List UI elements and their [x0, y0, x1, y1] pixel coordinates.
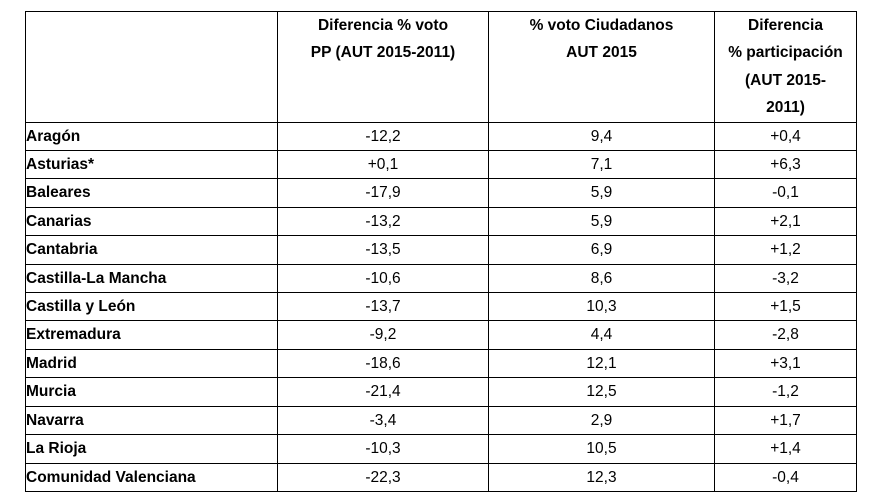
participation-difference-cell: -3,2 — [714, 263, 857, 294]
table-row: Navarra -3,4 2,9 +1,7 — [25, 405, 857, 436]
header-participation-difference: Diferencia % participación (AUT 2015- 2011) — [714, 11, 857, 123]
participation-difference-cell: -2,8 — [714, 320, 857, 350]
ciudadanos-vote-cell: 12,1 — [488, 348, 715, 379]
header-text-line: Diferencia — [748, 17, 823, 34]
region-cell: Navarra — [25, 405, 278, 436]
table-row: La Rioja -10,3 10,5 +1,4 — [25, 434, 857, 464]
header-text-line: % voto Ciudadanos — [529, 17, 674, 34]
ciudadanos-vote-cell: 12,3 — [488, 462, 715, 492]
region-cell: Murcia — [25, 377, 278, 407]
region-cell: Comunidad Valenciana — [25, 462, 278, 492]
pp-vote-difference-cell: -13,2 — [277, 206, 489, 237]
participation-difference-cell: -1,2 — [714, 377, 857, 407]
participation-difference-cell: +1,5 — [714, 292, 857, 322]
table-row: Canarias -13,2 5,9 +2,1 — [25, 206, 857, 237]
table-row: Castilla-La Mancha -10,6 8,6 -3,2 — [25, 263, 857, 294]
header-region — [25, 11, 278, 123]
participation-difference-cell: +2,1 — [714, 206, 857, 237]
pp-vote-difference-cell: -17,9 — [277, 178, 489, 208]
region-cell: Madrid — [25, 348, 278, 379]
header-ciudadanos-vote: % voto Ciudadanos AUT 2015 — [488, 11, 715, 123]
region-cell: Baleares — [25, 178, 278, 208]
participation-difference-cell: +1,7 — [714, 405, 857, 436]
region-cell: Aragón — [25, 121, 278, 152]
table-row: Murcia -21,4 12,5 -1,2 — [25, 377, 857, 407]
election-data-table: Diferencia % voto PP (AUT 2015-2011) % vot… — [25, 11, 857, 492]
table-row: Comunidad Valenciana -22,3 12,3 -0,4 — [25, 462, 857, 492]
table-body: Aragón -12,2 9,4 +0,4 Asturias* +0,1 7,1 +6,3 Ba… — [25, 121, 857, 492]
table-row: Castilla y León -13,7 10,3 +1,5 — [25, 292, 857, 322]
pp-vote-difference-cell: -10,6 — [277, 263, 489, 294]
table-row: Baleares -17,9 5,9 -0,1 — [25, 178, 857, 208]
ciudadanos-vote-cell: 5,9 — [488, 178, 715, 208]
region-cell: Asturias* — [25, 150, 278, 180]
region-cell: Cantabria — [25, 235, 278, 265]
table-row: Extremadura -9,2 4,4 -2,8 — [25, 320, 857, 350]
ciudadanos-vote-cell: 9,4 — [488, 121, 715, 152]
header-row: Diferencia % voto PP (AUT 2015-2011) % vot… — [25, 11, 857, 123]
region-cell: Castilla y León — [25, 292, 278, 322]
ciudadanos-vote-cell: 2,9 — [488, 405, 715, 436]
ciudadanos-vote-cell: 7,1 — [488, 150, 715, 180]
pp-vote-difference-cell: -9,2 — [277, 320, 489, 350]
participation-difference-cell: +0,4 — [714, 121, 857, 152]
region-cell: La Rioja — [25, 434, 278, 464]
table-row: Asturias* +0,1 7,1 +6,3 — [25, 150, 857, 180]
header-text-line: % participación — [728, 44, 843, 62]
pp-vote-difference-cell: -13,5 — [277, 235, 489, 265]
pp-vote-difference-cell: -12,2 — [277, 121, 489, 152]
participation-difference-cell: +1,2 — [714, 235, 857, 265]
participation-difference-cell: +6,3 — [714, 150, 857, 180]
header-text-line: PP (AUT 2015-2011) — [310, 44, 456, 62]
ciudadanos-vote-cell: 4,4 — [488, 320, 715, 350]
table-row: Aragón -12,2 9,4 +0,4 — [25, 121, 857, 152]
table-row: Madrid -18,6 12,1 +3,1 — [25, 348, 857, 379]
pp-vote-difference-cell: -13,7 — [277, 292, 489, 322]
participation-difference-cell: +1,4 — [714, 434, 857, 464]
ciudadanos-vote-cell: 8,6 — [488, 263, 715, 294]
pp-vote-difference-cell: -10,3 — [277, 434, 489, 464]
header-pp-vote-difference: Diferencia % voto PP (AUT 2015-2011) — [277, 11, 489, 123]
pp-vote-difference-cell: -22,3 — [277, 462, 489, 492]
ciudadanos-vote-cell: 12,5 — [488, 377, 715, 407]
header-text-line: (AUT 2015- — [745, 71, 826, 89]
pp-vote-difference-cell: -18,6 — [277, 348, 489, 379]
region-cell: Castilla-La Mancha — [25, 263, 278, 294]
pp-vote-difference-cell: -21,4 — [277, 377, 489, 407]
pp-vote-difference-cell: +0,1 — [277, 150, 489, 180]
ciudadanos-vote-cell: 10,5 — [488, 434, 715, 464]
pp-vote-difference-cell: -3,4 — [277, 405, 489, 436]
participation-difference-cell: +3,1 — [714, 348, 857, 379]
header-text-line: Diferencia % voto — [317, 17, 449, 34]
region-cell: Extremadura — [25, 320, 278, 350]
header-text-line: 2011) — [766, 99, 805, 117]
region-cell: Canarias — [25, 206, 278, 237]
header-text-line: AUT 2015 — [566, 44, 637, 62]
participation-difference-cell: -0,1 — [714, 178, 857, 208]
ciudadanos-vote-cell: 10,3 — [488, 292, 715, 322]
ciudadanos-vote-cell: 5,9 — [488, 206, 715, 237]
table-row: Cantabria -13,5 6,9 +1,2 — [25, 235, 857, 265]
participation-difference-cell: -0,4 — [714, 462, 857, 492]
ciudadanos-vote-cell: 6,9 — [488, 235, 715, 265]
